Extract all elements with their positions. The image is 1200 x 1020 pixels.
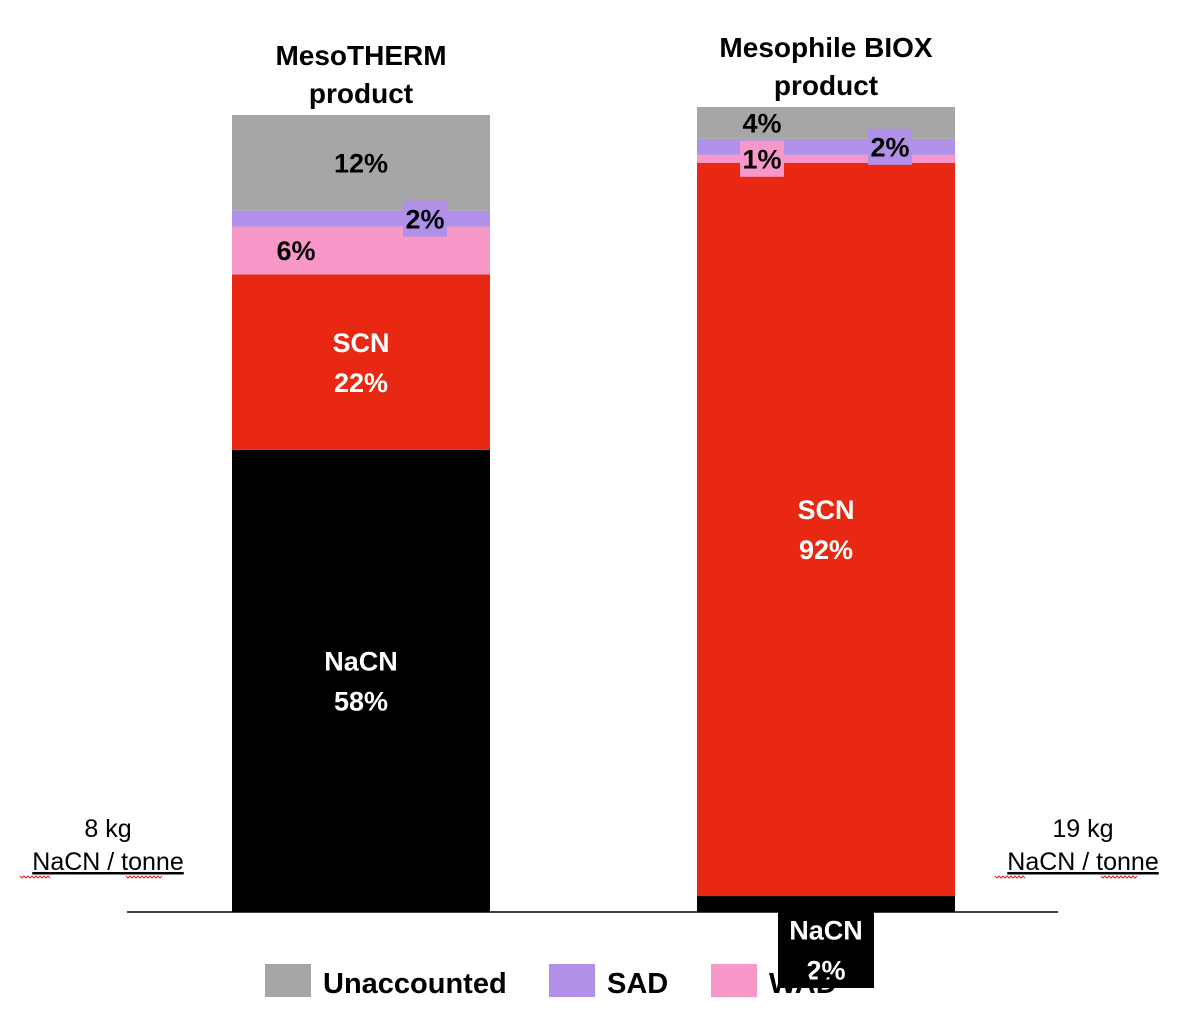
data-label-box-nacn-2	[778, 908, 874, 988]
annotation-nacn-per-tonne-1: 8 kg NaCN / tonne	[32, 815, 183, 876]
bar-segment-scn-1	[232, 274, 490, 450]
data-label-box-sad-2	[868, 128, 912, 165]
spellcheck-underline-2-1	[994, 875, 1026, 879]
legend-label-sad: SAD	[607, 968, 668, 1000]
data-label-unaccounted-2: 4%	[742, 109, 781, 139]
data-label-nacn-2: NaCN 2%	[789, 916, 863, 986]
spellcheck-underline-2-2	[1100, 875, 1138, 879]
bar-segment-unaccounted-2	[697, 107, 955, 139]
spellcheck-underline-1-1	[19, 875, 51, 879]
legend-swatch-sad	[549, 964, 595, 997]
category-label-1: MesoTHERM product	[275, 40, 446, 109]
bar-segment-wad-1	[232, 226, 490, 275]
bar-segment-nacn-1	[232, 449, 490, 912]
legend-swatch-unaccounted	[265, 964, 311, 997]
bar-segment-wad-2	[697, 154, 955, 163]
data-label-wad-2: 1%	[742, 145, 781, 175]
legend-label-unaccounted: Unaccounted	[323, 968, 507, 1000]
bar-segment-sad-2	[697, 138, 955, 155]
legend-swatch-wad	[711, 964, 757, 997]
data-label-wad-1: 6%	[276, 236, 315, 266]
data-label-box-sad-1	[403, 200, 447, 237]
legend-label-wad: WAD	[769, 968, 837, 1000]
bar-segment-nacn-2	[697, 896, 955, 912]
data-label-sad-2: 2%	[870, 133, 909, 163]
data-label-scn-1: SCN 22%	[332, 328, 389, 398]
data-label-box-wad-2	[740, 140, 784, 177]
bar-segment-unaccounted-1	[232, 115, 490, 211]
data-label-scn-2: SCN 92%	[797, 495, 854, 565]
data-label-nacn-1: NaCN 58%	[324, 647, 398, 717]
annotation-nacn-per-tonne-2: 19 kg NaCN / tonne	[1007, 815, 1158, 876]
data-label-sad-1: 2%	[405, 204, 444, 234]
bar-segment-scn-2	[697, 162, 955, 897]
data-label-unaccounted-1: 12%	[334, 149, 388, 179]
spellcheck-underline-1-2	[125, 875, 163, 879]
bar-segment-sad-1	[232, 210, 490, 227]
category-label-2: Mesophile BIOX product	[719, 32, 932, 101]
